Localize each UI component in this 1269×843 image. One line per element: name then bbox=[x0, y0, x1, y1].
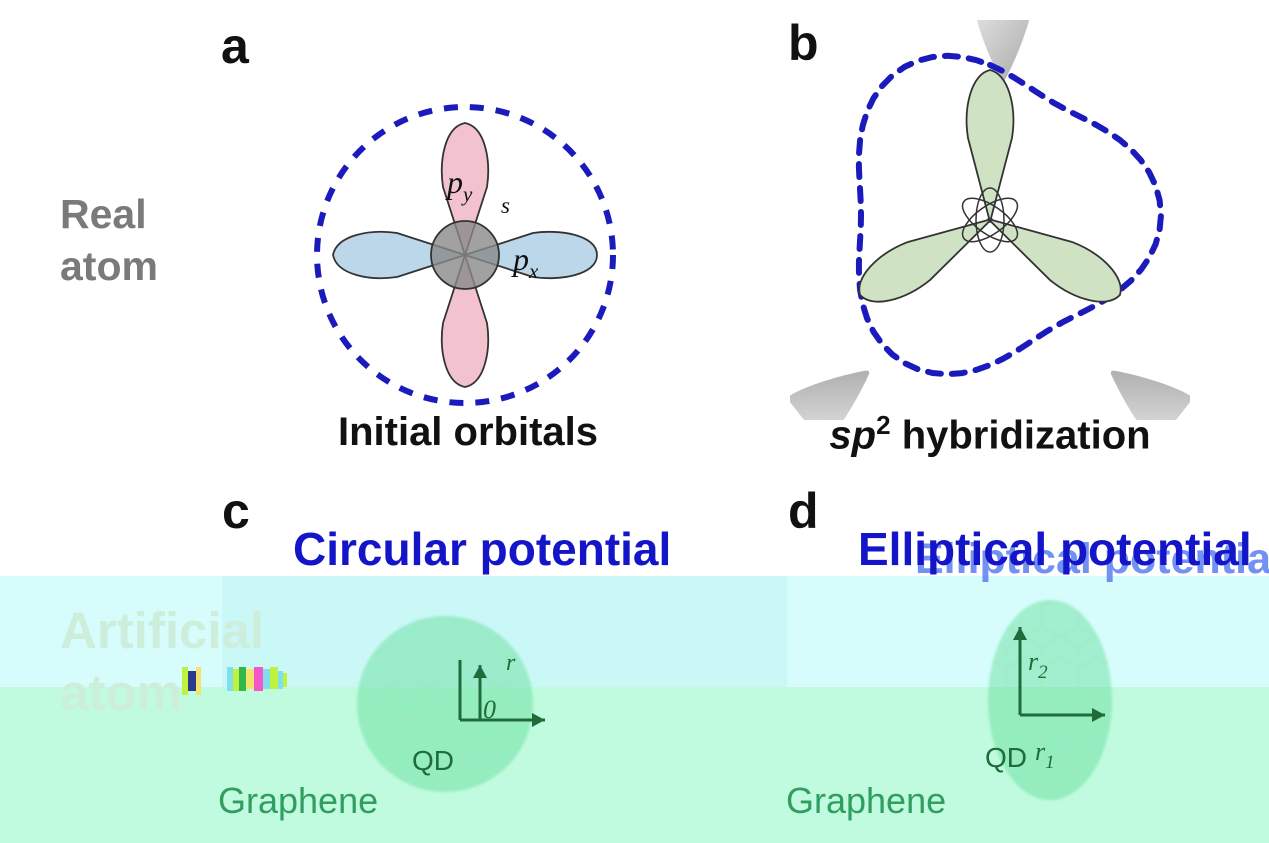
svg-text:r1: r1 bbox=[1035, 737, 1055, 773]
svg-text:s: s bbox=[501, 193, 510, 218]
svg-text:0: 0 bbox=[483, 695, 496, 724]
svg-text:r: r bbox=[506, 650, 516, 676]
svg-text:r2: r2 bbox=[1028, 647, 1048, 683]
